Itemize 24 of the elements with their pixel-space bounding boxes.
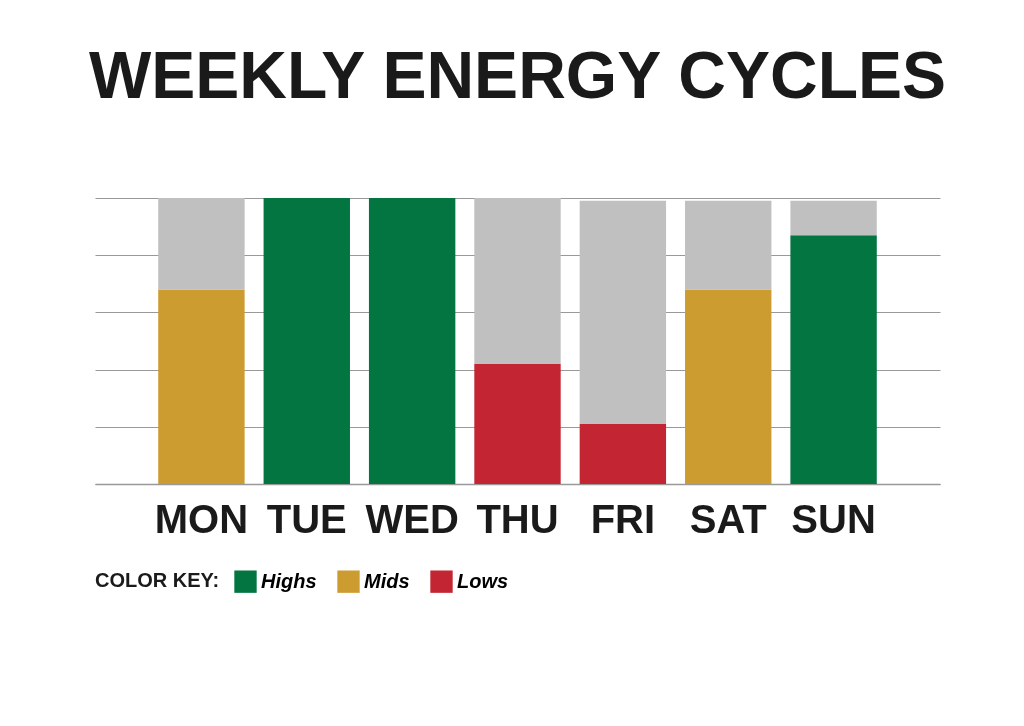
legend-label: Lows <box>457 569 509 592</box>
x-tick-label: THU <box>476 496 559 541</box>
legend-title: COLOR KEY: <box>95 569 220 591</box>
bar <box>579 200 667 424</box>
chart-title: WEEKLY ENERGY CYCLES <box>88 38 947 112</box>
bar <box>685 289 772 484</box>
x-tick-label: SUN <box>791 496 876 541</box>
bar <box>790 200 877 236</box>
bar <box>685 200 772 290</box>
x-tick-label: WED <box>365 496 459 541</box>
bar <box>368 198 456 484</box>
x-tick-label: FRI <box>590 496 656 541</box>
legend-label: Mids <box>364 569 410 592</box>
bar <box>579 423 667 484</box>
legend-label: Highs <box>261 569 317 592</box>
bar <box>158 289 245 484</box>
bar <box>790 235 877 484</box>
x-tick-label: SAT <box>689 496 767 541</box>
bar <box>263 198 350 484</box>
x-tick-label: MON <box>154 496 249 541</box>
bar <box>474 198 561 364</box>
x-tick-label: TUE <box>266 496 347 541</box>
bar <box>474 363 561 484</box>
bar <box>158 198 245 290</box>
